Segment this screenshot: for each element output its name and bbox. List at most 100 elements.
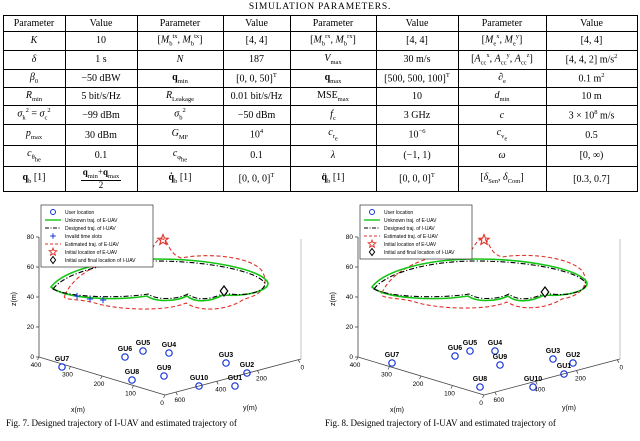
figure-7-caption: Fig. 7. Designed trajectory of I-UAV and… xyxy=(6,418,237,429)
table-cell: 0.1 xyxy=(64,144,138,167)
column-header: Parameter xyxy=(289,15,377,32)
initial-final-iuav-diamond-icon xyxy=(219,285,229,298)
table-cell: [Mex, Mey] xyxy=(457,31,547,51)
table-cell: [4, 4] xyxy=(222,31,291,51)
table-cell: [4, 4] xyxy=(545,31,638,51)
z-axis-label: z(m) xyxy=(330,292,337,306)
table-header: Parameter Value Parameter Value Parameter Val… xyxy=(2,15,638,32)
figure-7: 0 20 40 60 80 400 300 200 100 0 600 400 200 0 x(m) y(m)… xyxy=(5,199,316,431)
x-tick xyxy=(482,395,485,399)
user-label: GU1 xyxy=(557,363,572,370)
figure-8-caption: Fig. 8. Designed trajectory of I-UAV and… xyxy=(325,418,556,429)
legend-box xyxy=(359,205,473,260)
table-cell: 0.1 xyxy=(222,144,291,167)
table-cell: 10 m xyxy=(545,86,638,107)
table-caption: SIMULATION PARAMETERS. xyxy=(248,2,392,12)
user-label: GU10 xyxy=(190,375,208,382)
user-location-marker xyxy=(529,383,537,392)
x-tick xyxy=(131,385,134,390)
y-tick-label: 600 xyxy=(174,398,185,405)
z-axis-label: z(m) xyxy=(11,292,18,306)
table-row: qb [1] qmin+qmax 2 q̇b [1] [0, 0, 0]T q̈b [1]… xyxy=(2,165,638,193)
user-location-marker xyxy=(231,382,239,391)
y-tick xyxy=(616,360,620,364)
user-label: GU5 xyxy=(463,340,478,347)
figures-row: 0 20 40 60 80 400 300 200 100 0 600 400 200 0 x(m) y(m)… xyxy=(0,199,640,431)
y-tick xyxy=(576,370,579,375)
table-cell: ω xyxy=(457,144,547,167)
legend-star-icon xyxy=(366,239,378,249)
legend-label: Initial and final location of I-UAV xyxy=(384,250,455,256)
user-label: GU10 xyxy=(524,376,542,383)
z-tick-label: 0 xyxy=(30,354,34,361)
table-cell: qmin xyxy=(136,68,224,88)
legend-box xyxy=(40,205,154,268)
fig7-3d-trajectory-plot: 0 20 40 60 80 400 300 200 100 0 600 400 200 0 x(m) y(m)… xyxy=(11,205,304,414)
table-cell: [δSen, δCom] xyxy=(457,165,547,193)
user-location-marker xyxy=(496,361,504,370)
column-header: Value xyxy=(375,15,459,32)
table-cell: qmin+qmax 2 xyxy=(64,165,138,193)
table-cell: 0.01 bit/s/Hz xyxy=(222,86,291,107)
y-tick xyxy=(257,370,260,375)
table-cell: qb [1] xyxy=(2,165,66,193)
z-tick-label: 0 xyxy=(349,354,353,361)
table-cell: [0, 0, 0]T xyxy=(375,165,459,193)
legend-diamond-icon xyxy=(368,248,376,257)
table-cell: [500, 500, 100]T xyxy=(375,68,459,88)
table-cell: 5 bit/s/Hz xyxy=(64,86,138,107)
table-row: K 10 [Mbtx, Mbtx] [4, 4] [Mbrx, Mbrx] [4, 4][… xyxy=(2,31,638,51)
table-row: Rmin 5 bit/s/Hz RLeakage 0.01 bit/s/Hz MSEma… xyxy=(2,86,638,107)
legend-label: User location xyxy=(384,210,413,216)
x-tick-label: 300 xyxy=(381,372,392,379)
user-label: GU3 xyxy=(546,348,561,355)
paper-page: SIMULATION PARAMETERS. Parameter Value Par… xyxy=(0,2,640,431)
y-tick-label: 0 xyxy=(300,365,304,372)
table-cell: c xyxy=(457,105,547,126)
user-label: GU9 xyxy=(493,354,508,361)
x-tick xyxy=(419,376,422,380)
column-header: Parameter xyxy=(2,15,66,32)
table-cell: 0.5 xyxy=(545,124,638,146)
user-location-marker xyxy=(491,347,499,356)
legend-label: Designed traj. of I-UAV xyxy=(384,226,435,232)
table-cell: RLeakage xyxy=(136,86,224,107)
y-tick-label: 200 xyxy=(575,376,586,383)
user-location-marker xyxy=(160,372,168,381)
table-cell: δ xyxy=(2,49,66,70)
z-tick-label: 60 xyxy=(346,264,354,271)
table-cell: σb2 xyxy=(136,105,224,126)
user-location-marker xyxy=(139,347,147,356)
table-cell: β0 xyxy=(2,68,66,88)
table-cell: fc xyxy=(289,105,377,126)
table-cell: 0.1 m2 xyxy=(545,68,638,88)
table-cell: N xyxy=(136,49,224,70)
user-location-marker xyxy=(128,376,136,385)
table-cell: qmax xyxy=(289,68,377,88)
user-location-marker xyxy=(560,370,568,379)
table-cell: [4, 4] xyxy=(375,31,459,51)
x-tick-label: 200 xyxy=(413,381,424,388)
fig8-3d-trajectory-plot: 0 20 40 60 80 400 300 200 100 0 600 400 200 0 x(m) y(m)… xyxy=(330,205,623,414)
legend-label: Initial and final location of I-UAV xyxy=(65,258,136,264)
y-axis xyxy=(164,359,302,396)
table-cell: [4, 4, 2] m/s2 xyxy=(545,49,638,70)
table-cell: K xyxy=(2,31,66,51)
x-tick xyxy=(356,357,359,361)
legend-label: Estimated traj. of E-UAV xyxy=(65,242,119,248)
z-tick-label: 40 xyxy=(346,294,354,301)
table-cell: λ xyxy=(289,144,377,167)
user-location-marker xyxy=(195,382,203,391)
x-tick-label: 200 xyxy=(94,381,105,388)
user-location-marker xyxy=(388,359,396,368)
x-tick xyxy=(100,376,103,380)
legend-label: Designed traj. of I-UAV xyxy=(65,226,116,232)
user-label: GU4 xyxy=(162,342,177,349)
table-cell: [Accx, Accy, Accz] xyxy=(457,49,547,70)
table-cell: 3 × 108 m/s xyxy=(545,105,638,126)
table-cell: q̇b [1] xyxy=(136,165,224,193)
figure-8: 0 20 40 60 80 400 300 200 100 0 600 400 200 0 x(m) y(m)… xyxy=(324,199,635,431)
y-tick xyxy=(535,381,538,385)
table-cell: 187 xyxy=(222,49,291,70)
y-tick-label: 0 xyxy=(619,365,623,372)
